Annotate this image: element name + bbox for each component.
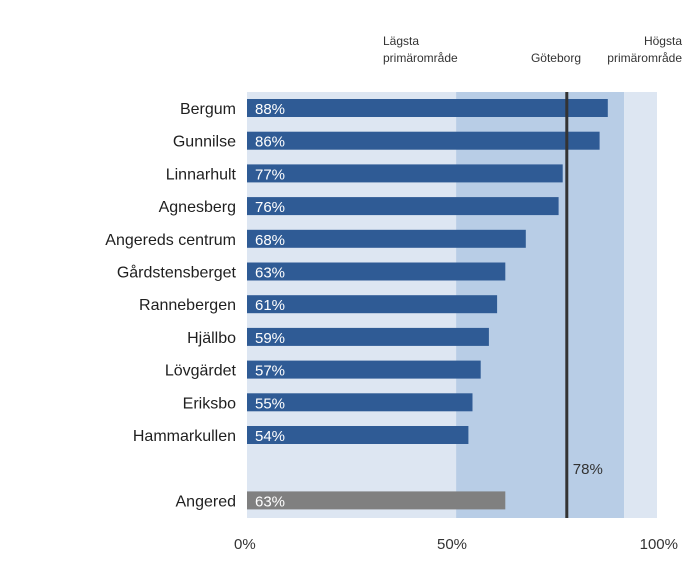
- category-label: Hjällbo: [187, 330, 236, 347]
- value-label: 77%: [255, 166, 285, 183]
- band-2: [624, 92, 657, 518]
- x-tick-label: 100%: [640, 536, 678, 553]
- bar-eriksbo: [247, 393, 473, 412]
- value-label: 63%: [255, 493, 285, 510]
- x-tick-label: 50%: [437, 536, 467, 553]
- bar-linnarhult: [247, 164, 563, 183]
- bar-agnesberg: [247, 197, 559, 216]
- value-label: 68%: [255, 232, 285, 249]
- bar-l-vg-rdet: [247, 360, 481, 379]
- bar-angered: [247, 491, 506, 510]
- value-label: 63%: [255, 265, 285, 282]
- category-label: Hammarkullen: [133, 428, 236, 445]
- bar-g-rdstensberget: [247, 262, 506, 281]
- category-label: Angereds centrum: [105, 232, 236, 249]
- bar-angereds-centrum: [247, 229, 526, 248]
- value-label: 76%: [255, 199, 285, 216]
- value-label: 61%: [255, 297, 285, 314]
- category-label: Gårdstensberget: [117, 264, 237, 282]
- x-tick-label: 0%: [234, 536, 256, 553]
- bar-gunnilse: [247, 131, 600, 150]
- header-label: Lägsta: [383, 34, 419, 48]
- bars: Bergum 88% Gunnilse 86% Linnarhult 77% Agnesbe…: [105, 99, 608, 510]
- value-label: 54%: [255, 428, 285, 445]
- category-label: Angered: [176, 493, 237, 510]
- x-axis: 0% 50% 100%: [234, 536, 678, 553]
- category-label: Gunnilse: [173, 134, 236, 151]
- value-label: 59%: [255, 330, 285, 347]
- value-label: 57%: [255, 363, 285, 380]
- value-label: 86%: [255, 134, 285, 151]
- category-label: Bergum: [180, 101, 236, 118]
- header-label: Högsta: [644, 34, 682, 48]
- category-label: Lövgärdet: [165, 363, 237, 380]
- category-label: Linnarhult: [166, 166, 237, 183]
- bar-hammarkullen: [247, 426, 469, 444]
- reference-value-label: 78%: [573, 461, 603, 478]
- value-label: 88%: [255, 101, 285, 118]
- header-label: primärområde: [383, 51, 458, 65]
- category-label: Eriksbo: [183, 395, 236, 412]
- header-label: Göteborg: [531, 51, 581, 65]
- header-label: primärområde: [607, 51, 682, 65]
- reference-line-group: 78%: [565, 92, 603, 518]
- bar-hj-llbo: [247, 327, 489, 346]
- column-headers: Lägsta primärområde Göteborg Högsta primärom…: [383, 34, 682, 65]
- category-label: Agnesberg: [159, 199, 236, 216]
- bar-rannebergen: [247, 295, 498, 314]
- category-label: Rannebergen: [139, 297, 236, 314]
- value-label: 55%: [255, 395, 285, 412]
- bar-bergum: [247, 99, 608, 117]
